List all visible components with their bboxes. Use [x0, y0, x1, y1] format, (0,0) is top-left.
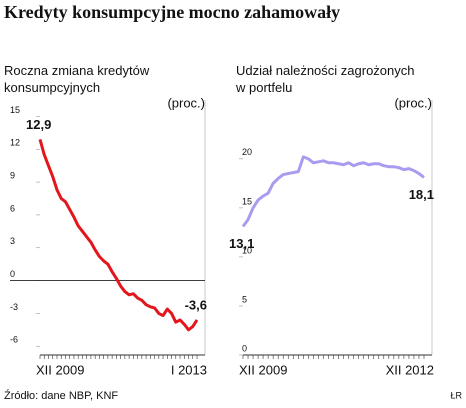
x-tick-label: XII 2009: [36, 362, 84, 377]
x-tick-label: I 2013: [171, 362, 207, 377]
x-tick-label: XII 2012: [386, 362, 434, 377]
y-tick-label: 6: [10, 203, 15, 213]
unit-label: (proc.): [394, 95, 432, 110]
series-line: [241, 155, 425, 228]
y-tick-label: 12: [10, 138, 20, 148]
y-tick-label: 3: [10, 236, 15, 246]
y-tick-label: 10: [242, 245, 252, 255]
y-tick-label: 0: [10, 269, 15, 279]
panel-title: Udział należności zagrożonych w portfelu: [235, 63, 414, 95]
series-line: [38, 138, 199, 332]
y-tick-label: 20: [242, 147, 252, 157]
unit-label: (proc.): [167, 95, 205, 110]
value-label: -3,6: [185, 297, 207, 312]
y-tick-label: -6: [10, 335, 18, 345]
y-tick-label: 5: [242, 294, 247, 304]
y-tick-label: 9: [10, 170, 15, 180]
value-label: 13,1: [229, 236, 254, 251]
page-title: Kredyty konsumpcyjne mocno zahamowały: [4, 2, 340, 22]
y-tick-label: 15: [242, 196, 252, 206]
y-tick-label: 15: [10, 105, 20, 115]
value-label: 18,1: [409, 187, 434, 202]
y-tick-label: -3: [10, 302, 18, 312]
y-tick-label: 0: [242, 343, 247, 353]
value-label: 12,9: [26, 117, 51, 132]
panel-title: Roczna zmiana kredytów konsumpcyjnych: [4, 63, 150, 95]
source: Źródło: dane NBP, KNF: [4, 389, 118, 402]
x-tick-label: XII 2009: [239, 362, 287, 377]
author: ŁR: [450, 390, 462, 400]
